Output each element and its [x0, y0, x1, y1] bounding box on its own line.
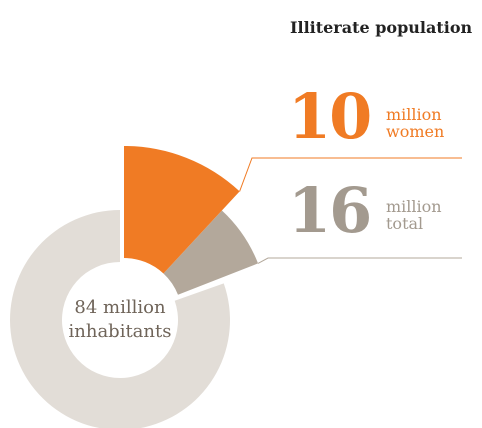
slice-total-remainder [163, 210, 259, 295]
total-unit-line1: million [386, 197, 442, 216]
women-value: 10 [288, 80, 372, 153]
leader-line-women [239, 157, 462, 192]
women-unit-label: million women [386, 106, 444, 140]
total-value: 16 [288, 174, 372, 247]
chart-title: Illiterate population [290, 18, 473, 37]
center-label-line1: 84 million [74, 297, 166, 318]
center-label-line2: inhabitants [68, 321, 172, 342]
leader-line-total [257, 257, 462, 264]
slice-women [124, 146, 240, 274]
slice-rest [10, 210, 230, 428]
women-unit-line1: million [386, 105, 442, 124]
total-unit-label: million total [386, 198, 442, 232]
women-unit-line2: women [386, 122, 445, 141]
total-unit-line2: total [386, 214, 424, 233]
center-label: 84 million inhabitants [50, 296, 190, 344]
